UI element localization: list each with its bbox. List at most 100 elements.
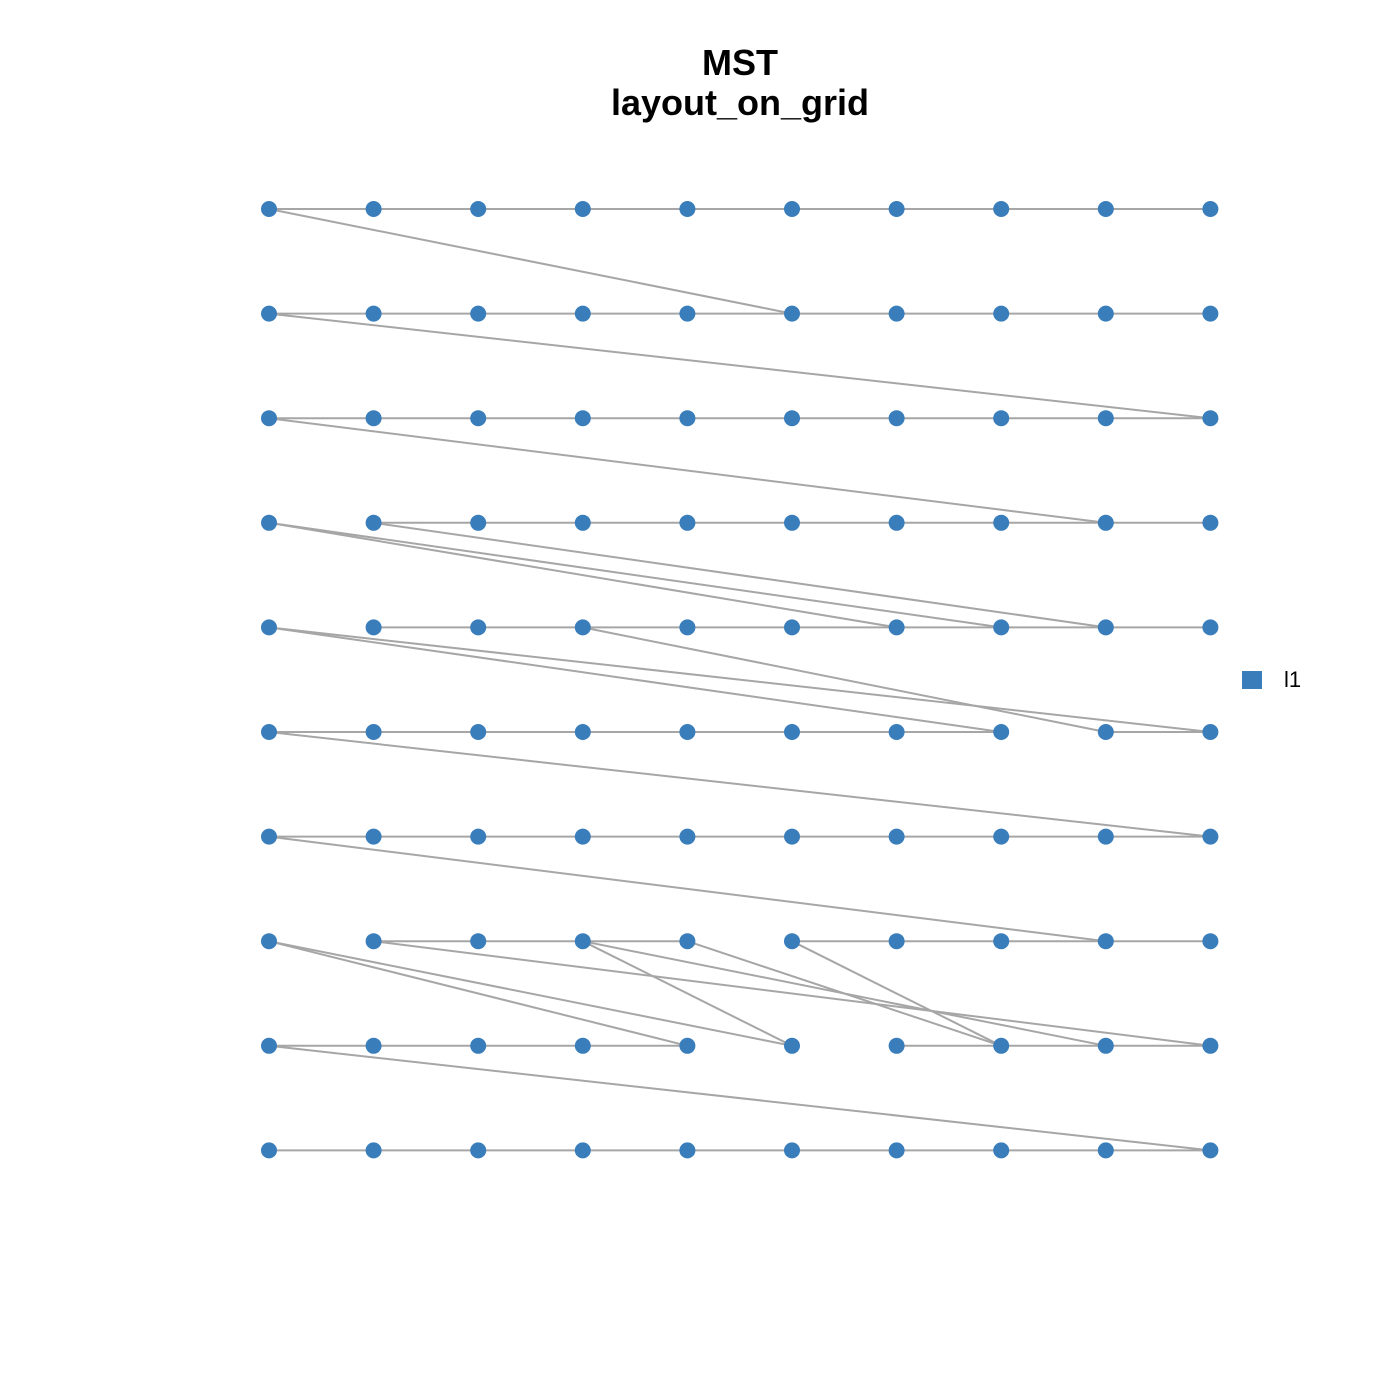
nodes [261,201,1219,1159]
node [574,724,591,740]
node [679,933,696,950]
node [261,619,277,636]
node [574,933,591,950]
node [365,305,382,322]
edge [268,1044,1211,1152]
node [784,933,800,950]
edges [268,208,1211,1152]
edge [582,940,793,1047]
node [261,1142,277,1159]
edge [268,208,793,315]
edge [268,521,897,629]
node [470,619,487,636]
node [1202,305,1219,322]
node [470,201,487,217]
node [993,305,1010,322]
node [679,410,696,427]
node [784,619,800,636]
node [679,619,696,636]
node [261,724,277,740]
node [993,1142,1010,1159]
node [993,201,1010,217]
edge [582,626,1106,733]
node [784,201,800,217]
node [1202,1037,1219,1054]
node [574,619,591,636]
node [1097,1142,1114,1159]
edge [268,626,1002,733]
node [993,619,1010,636]
node [574,1037,591,1054]
node [784,1037,800,1054]
node [574,410,591,427]
node [993,933,1010,950]
node [470,305,487,322]
node [365,410,382,427]
node [888,933,905,950]
node [261,201,277,217]
edge [268,312,1211,420]
node [365,514,382,531]
node [1097,619,1114,636]
node [365,1037,382,1054]
node [1097,514,1114,531]
node [1097,828,1114,845]
node [574,305,591,322]
node [1097,410,1114,427]
node [1202,619,1219,636]
node [888,828,905,845]
edge [373,940,1211,1047]
node [365,933,382,950]
legend-key [1242,671,1262,689]
legend-label: l1 [1284,667,1301,692]
node [679,305,696,322]
node [1097,201,1114,217]
node [470,933,487,950]
node [1097,724,1114,740]
edge [268,417,1106,524]
node [261,410,277,427]
edge [373,521,1106,629]
node [470,724,487,740]
node [365,828,382,845]
node [888,514,905,531]
node [679,828,696,845]
node [679,724,696,740]
edge [687,940,1002,1047]
node [574,514,591,531]
node [1202,514,1219,531]
node [888,724,905,740]
node [1202,1142,1219,1159]
node [784,410,800,427]
node [574,201,591,217]
node [261,514,277,531]
node [261,1037,277,1054]
node [888,410,905,427]
title-line: MST [702,42,778,83]
node [993,724,1010,740]
node [1202,933,1219,950]
edge [791,940,1002,1047]
node [993,410,1010,427]
node [1202,724,1219,740]
node [261,828,277,845]
node [888,619,905,636]
node [784,724,800,740]
node [993,1037,1010,1054]
node [888,1037,905,1054]
node [679,1142,696,1159]
node [1202,410,1219,427]
edge [268,940,688,1047]
edge [268,835,1106,943]
node [261,933,277,950]
node [470,1037,487,1054]
node [1097,933,1114,950]
node [261,305,277,322]
node [679,514,696,531]
node [784,514,800,531]
node [888,305,905,322]
node [574,1142,591,1159]
node [784,305,800,322]
